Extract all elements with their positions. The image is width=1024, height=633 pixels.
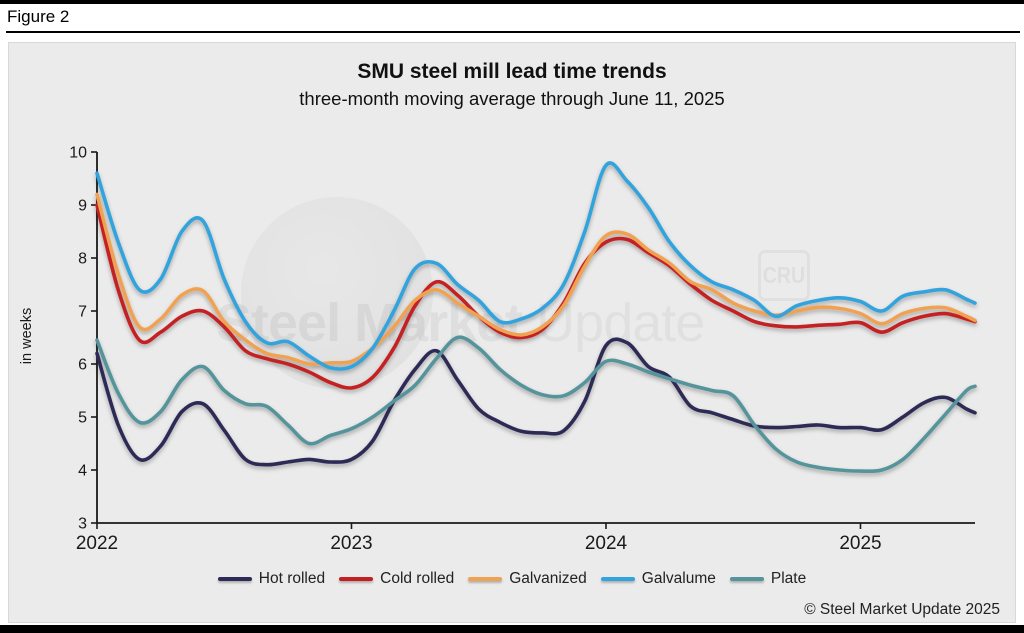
legend-swatch-galvanized [468, 576, 503, 582]
divider-rule [6, 31, 1020, 33]
legend-item-cold-rolled: Cold rolled [339, 570, 454, 588]
y-tick-label: 5 [78, 410, 87, 427]
axis-lines [96, 152, 975, 524]
y-tick-label: 4 [78, 463, 87, 480]
legend-item-galvalume: Galvalume [600, 570, 716, 588]
legend-swatch-hot-rolled [217, 576, 252, 582]
series-line-galvalume [95, 161, 977, 371]
legend-swatch-galvalume [600, 576, 635, 582]
legend-item-plate: Plate [729, 570, 807, 588]
y-tick-label: 7 [78, 304, 87, 321]
legend-label-hot-rolled: Hot rolled [258, 570, 326, 587]
x-tick-label: 2023 [330, 533, 372, 554]
series-line-hot-rolled [95, 337, 977, 467]
legend-label-plate: Plate [770, 570, 807, 587]
legend-swatch-plate [729, 576, 764, 582]
x-tick-label: 2022 [76, 533, 118, 554]
chart-title: SMU steel mill lead time trends [357, 60, 667, 83]
legend-item-hot-rolled: Hot rolled [217, 570, 326, 588]
y-tick-label: 9 [78, 198, 87, 215]
top-bar [0, 0, 1024, 4]
figure-label: Figure 2 [7, 7, 70, 26]
y-tick-label: 10 [69, 145, 87, 162]
bottom-bar [0, 625, 1024, 633]
cru-watermark-text: CRU [762, 262, 806, 288]
series-lines [95, 161, 977, 474]
chart-subtitle: three-month moving average through June … [299, 88, 725, 109]
y-tick-label: 8 [78, 251, 87, 268]
legend-label-galvanized: Galvanized [509, 570, 587, 587]
x-tick-label: 2025 [839, 533, 881, 554]
series-line-cold-rolled [95, 203, 977, 390]
cru-logo-watermark: CRU [758, 250, 810, 301]
x-tick-label: 2024 [585, 533, 628, 554]
axes: 3 4 5 6 7 8 9 10 2022 2023 2024 2025 [69, 145, 975, 554]
legend-label-galvalume: Galvalume [641, 570, 716, 587]
y-tick-label: 6 [78, 357, 87, 374]
legend-item-galvanized: Galvanized [468, 570, 587, 588]
series-line-plate [95, 335, 977, 474]
y-tick-label: 3 [78, 516, 87, 533]
footer-credit: © Steel Market Update 2025 [804, 601, 1000, 618]
legend-label-cold-rolled: Cold rolled [380, 570, 455, 587]
legend-swatch-cold-rolled [339, 576, 374, 582]
legend: Hot rolled Cold rolled Galvanized Galval… [0, 570, 1024, 588]
series-line-galvanized [95, 192, 977, 367]
